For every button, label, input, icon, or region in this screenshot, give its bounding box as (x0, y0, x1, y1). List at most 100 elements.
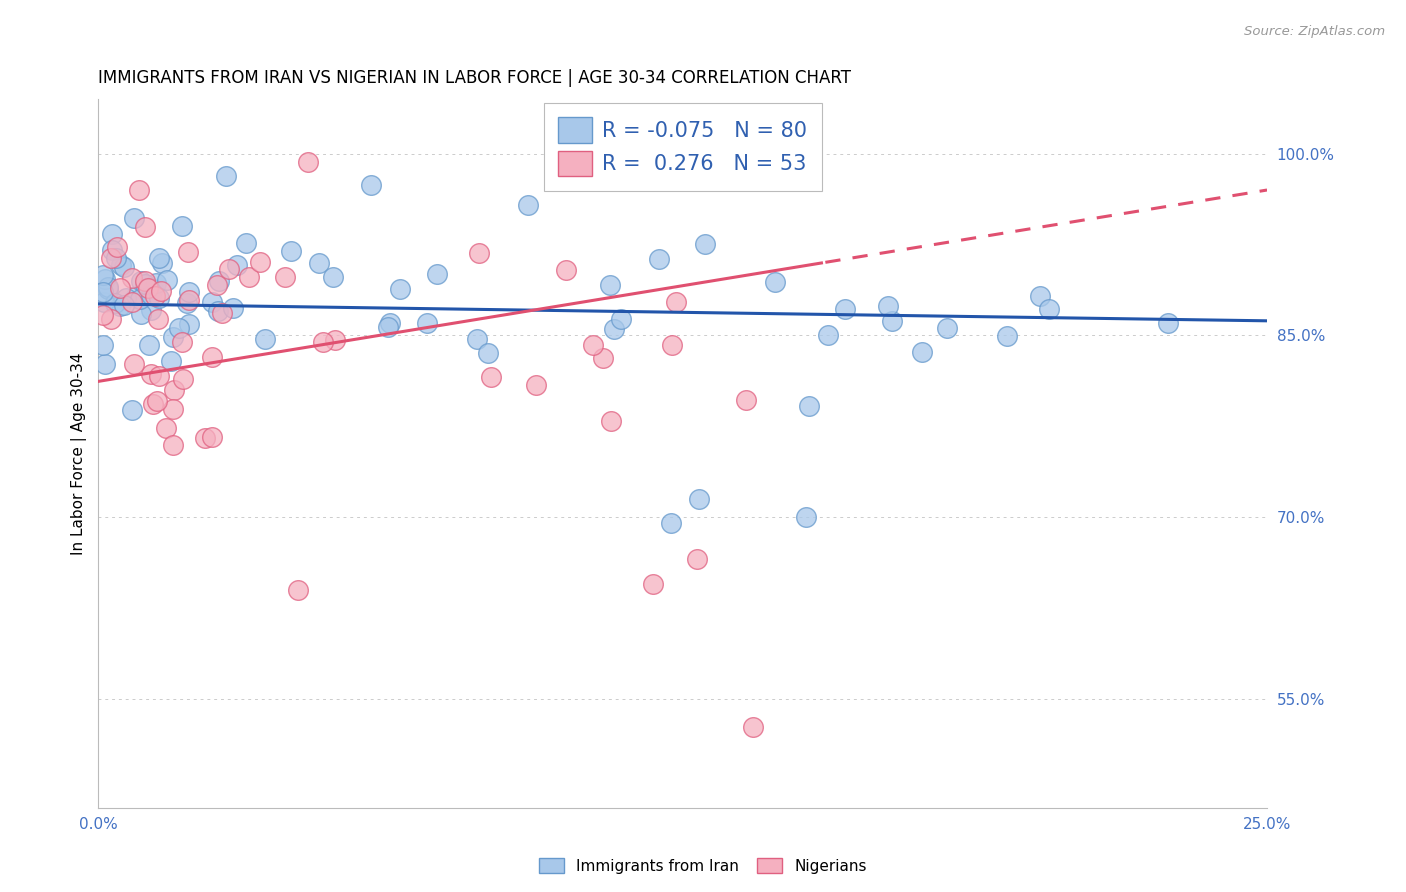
Point (1038, 301, 1060, 316)
Point (211, 306, 233, 320)
Point (146, 312, 169, 326)
Point (226, 259, 249, 273)
Point (599, 278, 621, 293)
Point (235, 235, 257, 250)
Point (162, 330, 184, 344)
Point (145, 276, 167, 290)
Point (426, 267, 449, 281)
Point (280, 244, 302, 259)
Y-axis label: In Labor Force | Age 30-34: In Labor Force | Age 30-34 (72, 352, 87, 555)
Point (94, 272, 117, 286)
Point (101, 243, 124, 257)
Point (148, 292, 170, 306)
Point (170, 219, 193, 233)
Point (995, 329, 1018, 343)
Point (516, 197, 538, 211)
Point (105, 251, 128, 265)
Point (125, 288, 148, 302)
Point (162, 401, 184, 416)
Point (201, 350, 224, 364)
Point (524, 377, 547, 392)
Point (741, 720, 763, 734)
Point (273, 270, 295, 285)
Point (167, 321, 190, 335)
Point (794, 510, 817, 524)
Point (664, 294, 686, 309)
Point (465, 333, 488, 347)
Legend: R = -0.075   N = 80, R =  0.276   N = 53: R = -0.075 N = 80, R = 0.276 N = 53 (544, 103, 821, 191)
Point (686, 552, 709, 566)
Point (128, 183, 150, 197)
Point (468, 246, 491, 260)
Point (160, 354, 183, 368)
Point (115, 291, 138, 305)
Point (207, 303, 229, 318)
Point (91, 338, 114, 352)
Point (834, 302, 856, 317)
Point (129, 307, 152, 321)
Point (763, 275, 786, 289)
Point (122, 357, 145, 371)
Point (222, 301, 245, 316)
Point (477, 346, 499, 360)
Point (110, 259, 132, 273)
Point (377, 320, 399, 334)
Point (150, 256, 173, 270)
Point (325, 333, 347, 347)
Point (799, 399, 821, 413)
Point (322, 269, 344, 284)
Point (134, 274, 156, 288)
Point (177, 244, 200, 259)
Point (129, 274, 152, 288)
Point (101, 227, 124, 241)
Point (648, 252, 671, 266)
Point (479, 369, 502, 384)
Point (108, 281, 131, 295)
Point (142, 282, 165, 296)
Point (139, 303, 162, 318)
Point (170, 335, 193, 350)
Point (93, 295, 115, 310)
Point (688, 491, 710, 506)
Point (155, 421, 177, 435)
Point (177, 293, 200, 307)
Point (177, 285, 200, 299)
Point (97, 279, 120, 293)
Text: Source: ZipAtlas.com: Source: ZipAtlas.com (1244, 25, 1385, 38)
Point (114, 260, 136, 275)
Point (121, 270, 143, 285)
Point (201, 295, 224, 310)
Point (936, 320, 959, 334)
Point (156, 273, 179, 287)
Point (416, 316, 439, 330)
Point (205, 278, 228, 293)
Point (108, 299, 131, 313)
Point (817, 327, 839, 342)
Point (880, 313, 903, 327)
Point (238, 270, 260, 285)
Point (104, 296, 127, 310)
Point (100, 251, 122, 265)
Point (360, 178, 382, 192)
Legend: Immigrants from Iran, Nigerians: Immigrants from Iran, Nigerians (533, 852, 873, 880)
Point (603, 322, 626, 336)
Point (592, 351, 614, 365)
Point (1157, 316, 1180, 330)
Point (582, 337, 605, 351)
Point (911, 345, 934, 359)
Point (94, 357, 117, 371)
Point (146, 394, 169, 409)
Point (162, 438, 184, 452)
Point (554, 263, 576, 277)
Point (177, 317, 200, 331)
Point (91, 268, 114, 283)
Point (172, 372, 194, 386)
Point (91, 308, 114, 322)
Point (141, 287, 163, 301)
Point (97, 282, 120, 296)
Point (138, 338, 160, 352)
Point (143, 289, 166, 303)
Point (1029, 288, 1052, 302)
Point (122, 211, 145, 225)
Point (201, 429, 224, 443)
